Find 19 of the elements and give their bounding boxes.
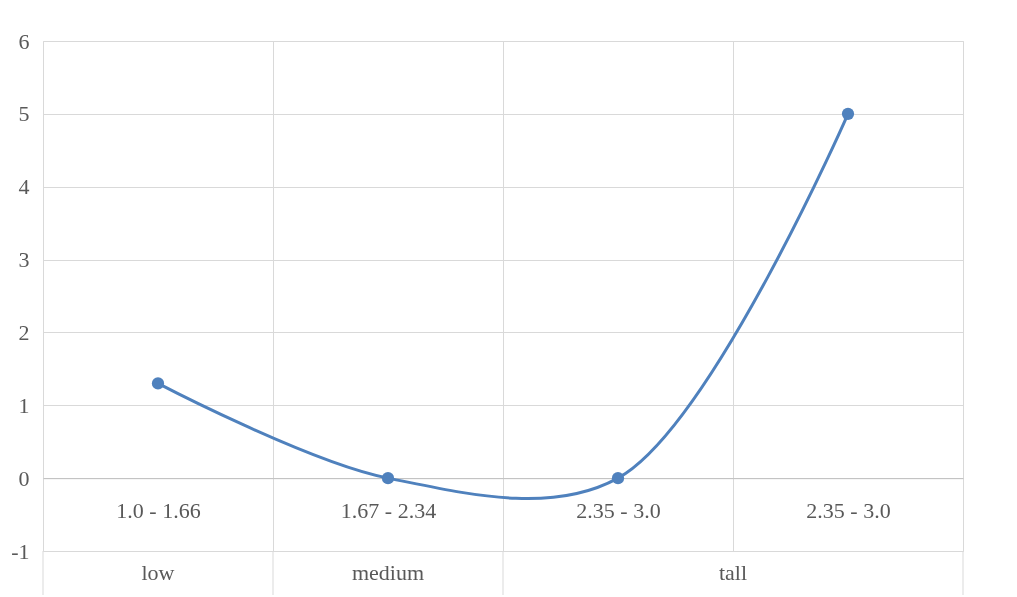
y-tick-label: 5 — [18, 101, 30, 127]
y-tick-label: 2 — [18, 319, 30, 345]
y-tick-label: 4 — [18, 174, 30, 200]
y-tick-label: 1 — [18, 392, 30, 418]
x-tick-label: 1.0 - 1.66 — [116, 497, 201, 523]
y-tick-label: 0 — [18, 465, 30, 491]
y-tick-label: -1 — [11, 538, 30, 564]
x-tick-label: 2.35 - 3.0 — [806, 497, 891, 523]
y-tick-label: 6 — [18, 28, 30, 54]
text: tall — [718, 560, 748, 585]
point — [841, 107, 855, 120]
x-tick-label: 2.35 - 3.0 — [576, 497, 661, 523]
point — [381, 472, 395, 485]
text: medium — [351, 560, 425, 585]
y-tick-label: 3 — [18, 247, 30, 273]
point — [151, 377, 165, 390]
x-tick-label: 1.67 - 2.34 — [340, 497, 437, 523]
text: low — [141, 560, 175, 585]
point — [611, 472, 625, 485]
